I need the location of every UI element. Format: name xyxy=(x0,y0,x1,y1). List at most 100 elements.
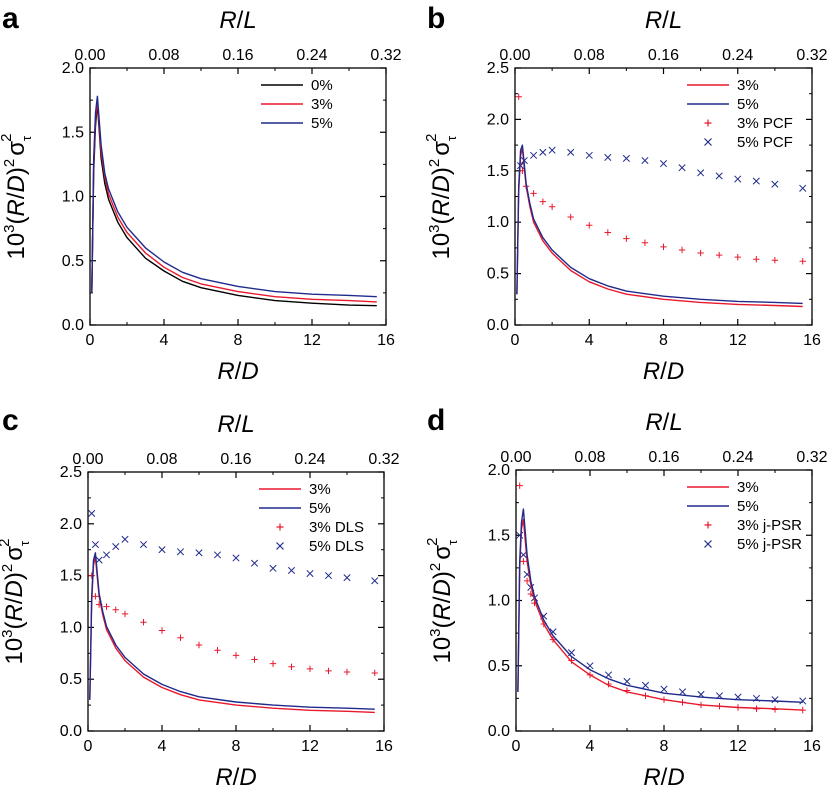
data-point-3pct-dls xyxy=(92,593,99,600)
series-line-3pct xyxy=(516,147,803,308)
series-line-3pct xyxy=(89,556,375,714)
series-line-3pct xyxy=(517,518,803,711)
data-point-3pct-pcf xyxy=(771,257,779,264)
legend-swatch-3pct-j-psr xyxy=(704,521,712,529)
legend-label-3pct: 3% xyxy=(737,479,759,496)
legend-label-3pct: 3% xyxy=(309,481,331,498)
x-tick-label: 16 xyxy=(375,738,393,755)
data-point-3pct-dls xyxy=(214,646,221,654)
x-tick-label: 12 xyxy=(729,332,747,349)
x-tick-label: 8 xyxy=(660,738,669,755)
x-tick-label: 8 xyxy=(232,738,241,755)
data-point-3pct-dls xyxy=(232,652,240,659)
legend-swatch-5pct-j-psr xyxy=(704,540,712,548)
x-tick-label: 16 xyxy=(377,332,395,349)
x-tick-label: 12 xyxy=(301,738,319,755)
legend-swatch-3pct-pcf xyxy=(704,119,712,127)
y-tick-label: 0.0 xyxy=(62,317,84,334)
data-point-5pct-pcf xyxy=(567,148,575,156)
data-point-5pct-dls xyxy=(91,540,99,549)
y-tick-label: 2.5 xyxy=(60,464,82,481)
series-line-3pct xyxy=(91,99,377,303)
y-tick-label: 1.5 xyxy=(487,163,509,180)
data-point-3pct-dls xyxy=(269,660,277,667)
data-point-3pct-pcf xyxy=(697,249,704,257)
top-x-tick-label: 0.32 xyxy=(796,449,827,466)
series-line-5pct xyxy=(89,552,375,710)
plot-frame xyxy=(515,469,813,732)
series-line-0pct xyxy=(91,103,377,307)
x-tick-label: 8 xyxy=(234,332,243,349)
y-tick-label: 0.5 xyxy=(487,266,509,283)
x-axis-title: R/D xyxy=(643,764,684,791)
data-point-5pct-pcf xyxy=(539,148,547,156)
data-point-5pct-dls xyxy=(102,551,111,559)
y-tick-label: 0.5 xyxy=(62,253,84,270)
data-point-3pct-dls xyxy=(195,641,203,649)
y-tick-label: 1.5 xyxy=(62,124,84,141)
legend-label-3pct-pcf: 3% PCF xyxy=(737,115,793,132)
legend-swatch-3pct-dls xyxy=(276,523,284,531)
data-point-5pct-dls xyxy=(269,564,277,572)
data-point-5pct-pcf xyxy=(715,172,723,180)
top-x-tick-label: 0.24 xyxy=(722,47,753,64)
data-point-3pct-pcf xyxy=(641,239,649,246)
data-point-5pct-dls xyxy=(213,551,222,559)
top-x-tick-label: 0.00 xyxy=(499,47,530,64)
series-line-5pct xyxy=(516,144,803,305)
panel-label: a xyxy=(2,2,19,35)
legend-label-5pct: 5% xyxy=(309,500,331,517)
data-point-3pct-pcf xyxy=(515,93,522,100)
y-tick-label: 1.0 xyxy=(487,214,509,231)
data-point-3pct-pcf xyxy=(678,246,686,254)
y-tick-label: 0.0 xyxy=(487,317,509,334)
top-x-tick-label: 0.24 xyxy=(296,47,327,64)
series-line-5pct xyxy=(517,508,803,703)
x-tick-label: 16 xyxy=(803,738,821,755)
y-tick-label: 2.0 xyxy=(488,462,510,479)
data-point-3pct-dls xyxy=(306,665,314,673)
top-x-axis-title: R/L xyxy=(645,409,682,436)
data-point-5pct-pcf xyxy=(604,153,612,161)
top-x-tick-label: 0.08 xyxy=(574,47,605,64)
top-x-tick-label: 0.24 xyxy=(294,451,325,468)
data-point-5pct-dls xyxy=(112,543,120,551)
legend-label-5pct-pcf: 5% PCF xyxy=(737,134,793,151)
data-point-5pct-dls xyxy=(343,574,351,582)
data-point-5pct-pcf xyxy=(585,151,593,159)
y-tick-label: 0.5 xyxy=(488,658,510,675)
data-point-3pct-dls xyxy=(177,634,184,641)
top-x-tick-label: 0.16 xyxy=(222,47,253,64)
y-axis-title: 103(R/D)2στ2 xyxy=(0,538,32,664)
x-tick-label: 0 xyxy=(512,738,521,755)
plot-frame xyxy=(514,67,813,326)
legend-label-5pct: 5% xyxy=(737,498,759,515)
legend-label-5pct: 5% xyxy=(737,96,759,113)
data-point-3pct-pcf xyxy=(567,213,574,221)
x-tick-label: 8 xyxy=(659,332,668,349)
y-tick-label: 1.5 xyxy=(488,527,510,544)
data-point-5pct-pcf xyxy=(530,151,538,159)
panel-label: d xyxy=(427,404,445,437)
data-point-5pct-j-psr xyxy=(799,697,807,705)
data-point-3pct-dls xyxy=(140,619,147,626)
data-point-5pct-j-psr xyxy=(549,628,557,636)
y-tick-label: 0.0 xyxy=(488,723,510,740)
plot-area xyxy=(88,509,379,714)
x-tick-label: 4 xyxy=(158,738,167,755)
y-tick-label: 2.5 xyxy=(487,60,509,77)
top-x-tick-label: 0.32 xyxy=(370,47,401,64)
top-x-tick-label: 0.08 xyxy=(574,449,605,466)
legend-swatch-5pct-pcf xyxy=(704,138,712,146)
legend-label-3pct-j-psr: 3% j-PSR xyxy=(737,517,802,534)
data-point-3pct-dls xyxy=(158,627,166,634)
y-tick-label: 2.0 xyxy=(62,60,84,77)
data-point-3pct-pcf xyxy=(623,235,630,242)
data-point-5pct-dls xyxy=(88,509,96,517)
top-x-tick-label: 0.08 xyxy=(148,47,179,64)
data-point-5pct-pcf xyxy=(752,177,760,185)
data-point-5pct-pcf xyxy=(678,164,686,172)
x-tick-label: 16 xyxy=(803,332,821,349)
y-tick-label: 1.0 xyxy=(62,189,84,206)
x-tick-label: 4 xyxy=(585,332,594,349)
